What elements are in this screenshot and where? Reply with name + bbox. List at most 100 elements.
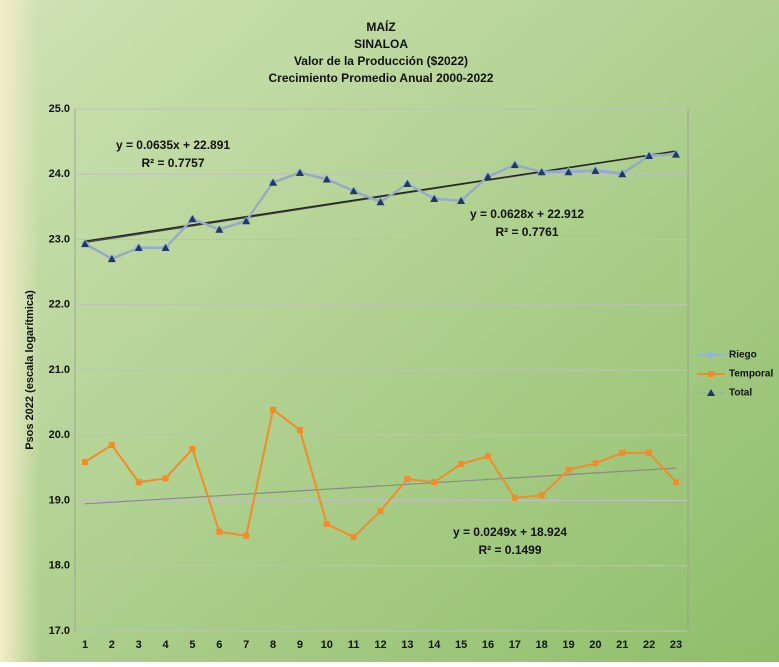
x-tick-label: 3 [136, 639, 142, 651]
data-point [645, 151, 654, 159]
data-point [295, 168, 304, 176]
data-point [404, 475, 411, 482]
data-point [188, 215, 197, 223]
data-point [269, 178, 278, 186]
chart-title: MAÍZ [366, 19, 395, 34]
trendline-equation: y = 0.0249x + 18.924 [453, 525, 567, 539]
y-tick-label: 24.0 [49, 168, 70, 180]
x-tick-label: 11 [348, 639, 360, 651]
data-point [431, 479, 438, 486]
y-tick-label: 23.0 [49, 233, 70, 245]
y-tick-label: 18.0 [49, 560, 70, 572]
data-point [243, 532, 250, 539]
x-tick-label: 6 [216, 639, 222, 651]
x-tick-label: 23 [670, 639, 682, 651]
legend-label: Riego [729, 350, 757, 361]
x-tick-label: 15 [455, 639, 467, 651]
data-point [510, 161, 519, 169]
data-point [592, 460, 599, 467]
data-point [618, 170, 627, 178]
data-point [162, 475, 169, 482]
x-tick-label: 22 [643, 639, 655, 651]
x-tick-label: 4 [163, 639, 170, 651]
chart-title: SINALOA [354, 37, 408, 51]
data-point [511, 494, 518, 501]
data-point [296, 427, 303, 434]
data-point [457, 197, 466, 205]
data-point [108, 442, 115, 449]
trendline-r2: R² = 0.7757 [141, 156, 204, 170]
data-point [135, 479, 142, 486]
data-point [484, 453, 491, 460]
data-point [591, 166, 600, 174]
data-point [537, 168, 546, 176]
trendline [84, 150, 677, 242]
trendline-equation: y = 0.0635x + 22.891 [116, 138, 230, 152]
data-point [81, 240, 89, 248]
legend-label: Temporal [729, 369, 773, 380]
y-tick-label: 20.0 [49, 429, 70, 441]
y-tick-label: 25.0 [49, 103, 70, 115]
x-tick-label: 17 [509, 639, 521, 651]
y-tick-label: 21.0 [49, 364, 70, 376]
x-tick-label: 5 [189, 639, 195, 651]
data-point [242, 217, 251, 225]
data-point [708, 371, 714, 377]
data-point [161, 243, 170, 251]
data-point [350, 534, 357, 541]
x-tick-label: 21 [616, 639, 628, 651]
data-point [216, 528, 223, 535]
x-tick-label: 14 [428, 639, 441, 651]
trendline [84, 467, 677, 505]
data-point [189, 445, 196, 452]
legend-label: Total [729, 388, 752, 399]
trendline-r2: R² = 0.1499 [478, 543, 541, 557]
data-point [376, 198, 385, 206]
x-tick-label: 19 [562, 639, 574, 651]
x-tick-label: 18 [536, 639, 548, 651]
data-point [672, 150, 680, 158]
x-tick-label: 2 [109, 639, 115, 651]
data-point [430, 195, 439, 203]
data-point [538, 492, 545, 499]
x-tick-label: 9 [297, 639, 303, 651]
x-tick-label: 10 [321, 639, 333, 651]
x-tick-label: 1 [82, 639, 88, 651]
data-point [107, 255, 116, 263]
y-tick-label: 19.0 [49, 494, 70, 506]
trendline-r2: R² = 0.7761 [495, 225, 558, 239]
data-point [322, 175, 331, 183]
trendline-equation: y = 0.0628x + 22.912 [470, 207, 584, 221]
x-tick-label: 13 [401, 639, 413, 651]
chart-title: Valor de la Producción ($2022) [294, 54, 468, 68]
data-point [565, 466, 572, 473]
data-point [403, 180, 412, 188]
data-point [82, 459, 88, 466]
data-point [483, 172, 492, 180]
x-tick-label: 16 [482, 639, 494, 651]
x-tick-label: 20 [589, 639, 601, 651]
data-point [707, 389, 715, 396]
data-point [564, 168, 573, 176]
data-point [707, 351, 715, 359]
x-tick-label: 8 [270, 639, 276, 651]
data-point [270, 406, 277, 413]
background-edge [0, 0, 40, 662]
x-tick-label: 7 [243, 639, 249, 651]
chart-title: Crecimiento Promedio Anual 2000-2022 [269, 71, 494, 85]
data-point [673, 479, 679, 486]
data-point [323, 520, 330, 527]
y-axis-label: Psos 2022 (escala logarítmica) [24, 290, 36, 450]
data-point [646, 449, 653, 456]
y-tick-label: 17.0 [49, 625, 70, 637]
data-point [134, 243, 143, 251]
data-point [619, 449, 626, 456]
data-point [458, 460, 465, 467]
data-point [377, 507, 384, 514]
x-tick-label: 12 [374, 639, 386, 651]
data-point [215, 225, 224, 233]
y-tick-label: 22.0 [49, 299, 70, 311]
data-point [349, 187, 358, 195]
